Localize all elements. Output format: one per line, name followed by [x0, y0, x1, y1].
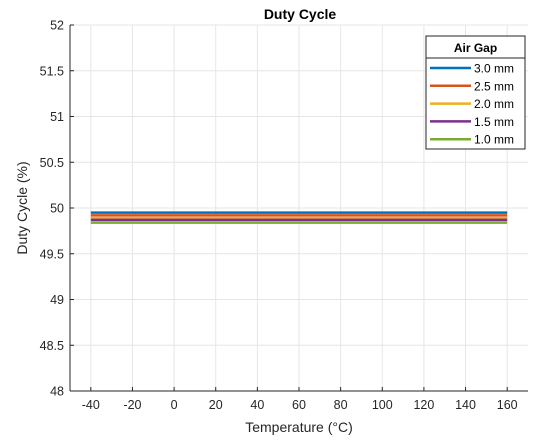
legend-label-4: 1.0 mm	[474, 133, 514, 147]
x-tick-label: -40	[82, 398, 100, 412]
legend-label-2: 2.0 mm	[474, 97, 514, 111]
y-tick-label: 48.5	[40, 339, 64, 353]
chart-title: Duty Cycle	[264, 6, 337, 22]
series-lines	[91, 213, 507, 223]
x-tick-label: -20	[123, 398, 141, 412]
legend-title: Air Gap	[454, 41, 497, 55]
x-tick-label: 20	[209, 398, 223, 412]
legend: Air Gap 3.0 mm 2.5 mm 2.0 mm 1.5 mm 1.0 mm	[426, 36, 525, 149]
x-tick-label: 80	[334, 398, 348, 412]
legend-label-1: 2.5 mm	[474, 79, 514, 93]
x-tick-labels: -40 -20 0 20 40 60 80 100 120 140 160	[82, 398, 518, 412]
y-tick-label: 49	[50, 293, 64, 307]
y-tick-label: 52	[50, 19, 64, 33]
x-tick-label: 160	[497, 398, 518, 412]
y-tick-label: 48	[50, 385, 64, 399]
x-tick-label: 100	[372, 398, 393, 412]
y-tick-label: 51.5	[40, 64, 64, 78]
x-tick-label: 140	[455, 398, 476, 412]
y-tick-label: 51	[50, 110, 64, 124]
x-tick-label: 40	[250, 398, 264, 412]
x-axis-label: Temperature (°C)	[245, 419, 353, 435]
legend-label-0: 3.0 mm	[474, 62, 514, 76]
x-tick-label: 120	[413, 398, 434, 412]
y-tick-label: 50	[50, 202, 64, 216]
y-tick-label: 50.5	[40, 156, 64, 170]
y-tick-label: 49.5	[40, 247, 64, 261]
y-axis-label: Duty Cycle (%)	[14, 161, 30, 254]
legend-label-3: 1.5 mm	[474, 115, 514, 129]
x-tick-label: 0	[171, 398, 178, 412]
y-tick-labels: 48 48.5 49 49.5 50 50.5 51 51.5 52	[40, 19, 64, 399]
x-tick-label: 60	[292, 398, 306, 412]
